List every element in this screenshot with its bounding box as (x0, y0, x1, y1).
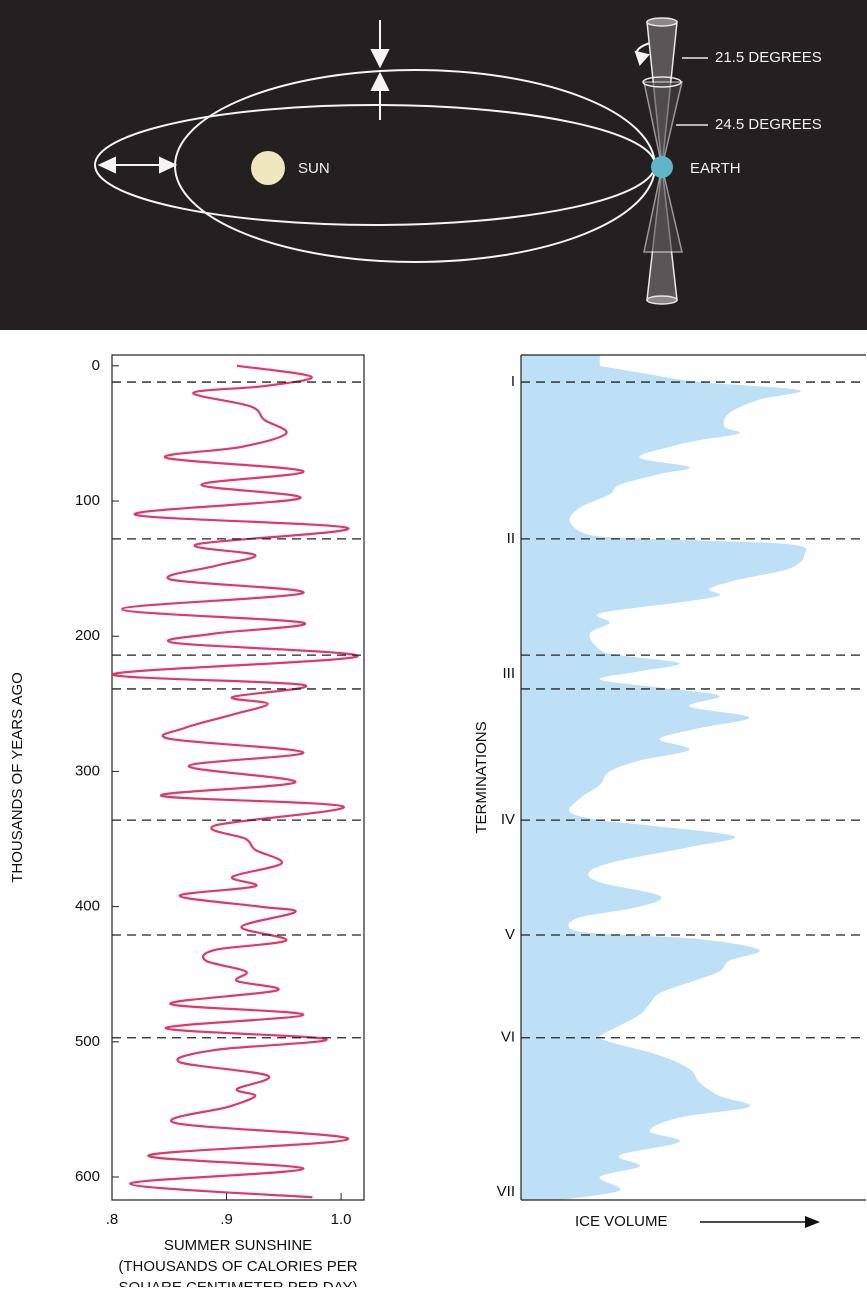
earth-label: EARTH (690, 160, 741, 177)
sun (251, 151, 285, 185)
termination-label: IV (501, 811, 515, 828)
y-axis-label: TERMINATIONS (473, 721, 490, 833)
x-axis-label: SUMMER SUNSHINE (164, 1237, 312, 1254)
termination-label: I (511, 373, 515, 390)
tilt-cones (642, 17, 708, 305)
x-axis-label: (THOUSANDS OF CALORIES PER (118, 1258, 357, 1275)
earth (651, 156, 673, 178)
x-tick-label: .8 (106, 1211, 119, 1228)
ice-volume-area (521, 355, 807, 1200)
sun-label: SUN (298, 160, 330, 177)
x-axis-label: ICE VOLUME (575, 1213, 668, 1230)
y-tick-label: 100 (75, 492, 100, 509)
y-tick-label: 300 (75, 762, 100, 779)
termination-label: III (502, 665, 515, 682)
y-axis-label: THOUSANDS OF YEARS AGO (9, 672, 26, 883)
orbit-diagram: 21.5 DEGREES 24.5 DEGREES SUN EARTH (0, 0, 867, 330)
y-tick-label: 600 (75, 1168, 100, 1185)
y-tick-label: 500 (75, 1033, 100, 1050)
termination-label: VI (501, 1029, 515, 1046)
tilt-label: 24.5 DEGREES (715, 116, 822, 133)
termination-label: II (507, 530, 515, 547)
x-tick-label: .9 (220, 1211, 233, 1228)
sunshine-curve (112, 364, 359, 1199)
plot-frame (111, 354, 365, 1201)
y-tick-label: 200 (75, 627, 100, 644)
termination-label: VII (497, 1183, 515, 1200)
y-tick-label: 0 (92, 357, 100, 374)
arrows (97, 20, 661, 174)
tilt-label: 21.5 DEGREES (715, 49, 822, 66)
x-axis-arrowhead (805, 1216, 820, 1228)
charts: 0 100 200 300 400 500 600 .8 .9 1.0 SUMMER SUNSHIN… (9, 354, 866, 1292)
x-tick-label: 1.0 (331, 1211, 352, 1228)
termination-label: V (505, 926, 515, 943)
y-tick-label: 400 (75, 898, 100, 915)
x-axis-label: SQUARE CENTIMETER PER DAY) (119, 1279, 358, 1287)
